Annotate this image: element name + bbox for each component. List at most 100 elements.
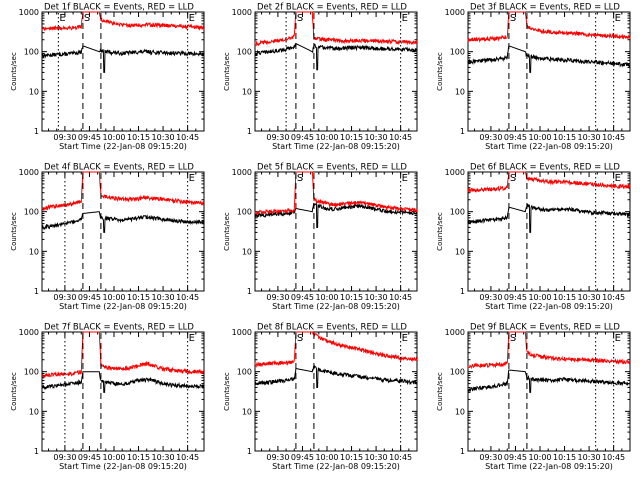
y-tick-label: 1 xyxy=(460,287,465,296)
x-tick-label: 10:45 xyxy=(389,453,412,462)
chart-title: Det 7f BLACK = Events, RED = LLD xyxy=(44,323,194,333)
y-tick-label: 100 xyxy=(450,368,465,377)
x-tick-label: 10:15 xyxy=(340,133,363,142)
series-line-lld xyxy=(254,331,418,368)
x-tick-label: 10:30 xyxy=(152,133,175,142)
x-axis-label: Start Time (22-Jan-08 09:15:20) xyxy=(272,462,400,471)
series-line-lld xyxy=(41,331,205,378)
x-tick-label: 10:15 xyxy=(553,453,576,462)
x-tick-label: 10:30 xyxy=(365,293,388,302)
x-tick-label: 09:45 xyxy=(291,293,314,302)
marker-label: E xyxy=(615,333,621,344)
x-tick-label: 09:30 xyxy=(266,453,289,462)
x-axis-label: Start Time (22-Jan-08 09:15:20) xyxy=(485,302,613,311)
series-line-events xyxy=(254,202,418,228)
series-line-events xyxy=(467,203,631,233)
series-line-events xyxy=(467,369,631,393)
x-tick-label: 10:30 xyxy=(365,453,388,462)
y-tick-label: 1 xyxy=(247,447,252,456)
x-tick-label: 10:15 xyxy=(127,133,150,142)
plot-frame xyxy=(41,331,205,452)
x-tick-label: 09:30 xyxy=(479,453,502,462)
x-tick-label: 10:00 xyxy=(102,133,125,142)
marker-label: E xyxy=(189,333,195,344)
x-tick-label: 10:45 xyxy=(389,293,412,302)
chart-title: Det 6f BLACK = Events, RED = LLD xyxy=(470,163,620,173)
x-tick-label: 10:00 xyxy=(102,453,125,462)
x-tick-label: 09:45 xyxy=(504,453,527,462)
x-tick-label: 10:15 xyxy=(340,453,363,462)
series-line-events xyxy=(254,364,418,388)
y-axis-label: Counts/sec xyxy=(223,212,231,251)
x-tick-label: 09:45 xyxy=(291,453,314,462)
series-line-lld xyxy=(41,11,205,31)
series-line-lld xyxy=(41,171,205,212)
x-tick-label: 10:00 xyxy=(528,293,551,302)
y-tick-label: 1 xyxy=(34,127,39,136)
y-tick-label: 100 xyxy=(450,208,465,217)
x-axis-label: Start Time (22-Jan-08 09:15:20) xyxy=(272,302,400,311)
chart-title: Det 5f BLACK = Events, RED = LLD xyxy=(257,163,407,173)
x-tick-label: 10:00 xyxy=(315,133,338,142)
x-tick-label: 10:45 xyxy=(602,453,625,462)
marker-label: E xyxy=(402,333,408,344)
y-tick-label: 100 xyxy=(24,368,39,377)
y-tick-label: 1000 xyxy=(445,8,465,17)
y-tick-label: 10 xyxy=(455,407,465,416)
x-tick-label: 10:15 xyxy=(553,293,576,302)
marker-label: S xyxy=(297,173,303,184)
y-axis-label: Counts/sec xyxy=(436,52,444,91)
x-tick-label: 09:45 xyxy=(504,133,527,142)
x-axis-label: Start Time (22-Jan-08 09:15:20) xyxy=(272,142,400,151)
x-tick-label: 10:45 xyxy=(176,453,199,462)
x-tick-label: 09:30 xyxy=(479,293,502,302)
x-tick-label: 09:45 xyxy=(78,453,101,462)
x-axis-label: Start Time (22-Jan-08 09:15:20) xyxy=(59,462,187,471)
y-tick-label: 100 xyxy=(450,48,465,57)
marker-label: E xyxy=(189,173,195,184)
chart-panel: 1 10 100 1000 09:30 09:45 10:00 10:15 10:30 10:45… xyxy=(10,163,205,311)
y-axis-label: Counts/sec xyxy=(223,52,231,91)
marker-label: E xyxy=(59,13,65,24)
y-tick-label: 1000 xyxy=(445,168,465,177)
series-line-lld xyxy=(254,171,418,216)
series-line-lld xyxy=(254,11,418,47)
y-tick-label: 100 xyxy=(237,368,252,377)
y-axis-label: Counts/sec xyxy=(10,372,18,411)
x-tick-label: 10:30 xyxy=(365,133,388,142)
x-tick-label: 09:30 xyxy=(266,293,289,302)
y-tick-label: 10 xyxy=(455,247,465,256)
y-tick-label: 10 xyxy=(455,87,465,96)
series-line-lld xyxy=(467,171,631,193)
marker-label: E xyxy=(189,13,195,24)
y-tick-label: 1 xyxy=(34,287,39,296)
y-axis-label: Counts/sec xyxy=(10,212,18,251)
x-tick-label: 09:45 xyxy=(291,133,314,142)
x-tick-label: 10:00 xyxy=(528,133,551,142)
x-axis-label: Start Time (22-Jan-08 09:15:20) xyxy=(485,142,613,151)
x-tick-label: 10:30 xyxy=(152,293,175,302)
y-tick-label: 10 xyxy=(29,247,39,256)
chart-title: Det 8f BLACK = Events, RED = LLD xyxy=(257,323,407,333)
plot-frame xyxy=(254,171,418,292)
series-line-events xyxy=(41,211,205,233)
plot-frame xyxy=(467,171,631,292)
marker-label: E xyxy=(615,13,621,24)
series-line-events xyxy=(41,371,205,393)
series-line-lld xyxy=(467,11,631,43)
plot-frame xyxy=(41,11,205,132)
x-tick-label: 10:15 xyxy=(340,293,363,302)
x-axis-label: Start Time (22-Jan-08 09:15:20) xyxy=(485,462,613,471)
x-tick-label: 10:30 xyxy=(152,453,175,462)
x-tick-label: 10:45 xyxy=(176,133,199,142)
plot-frame xyxy=(254,331,418,452)
y-axis-label: Counts/sec xyxy=(10,52,18,91)
y-tick-label: 1 xyxy=(247,127,252,136)
y-tick-label: 1 xyxy=(460,127,465,136)
chart-panel: 1 10 100 1000 09:30 09:45 10:00 10:15 10:30 10:45… xyxy=(436,323,631,471)
marker-label: S xyxy=(297,333,303,344)
chart-title: Det 9f BLACK = Events, RED = LLD xyxy=(470,323,620,333)
y-axis-label: Counts/sec xyxy=(436,372,444,411)
y-tick-label: 100 xyxy=(237,208,252,217)
x-tick-label: 10:15 xyxy=(127,293,150,302)
